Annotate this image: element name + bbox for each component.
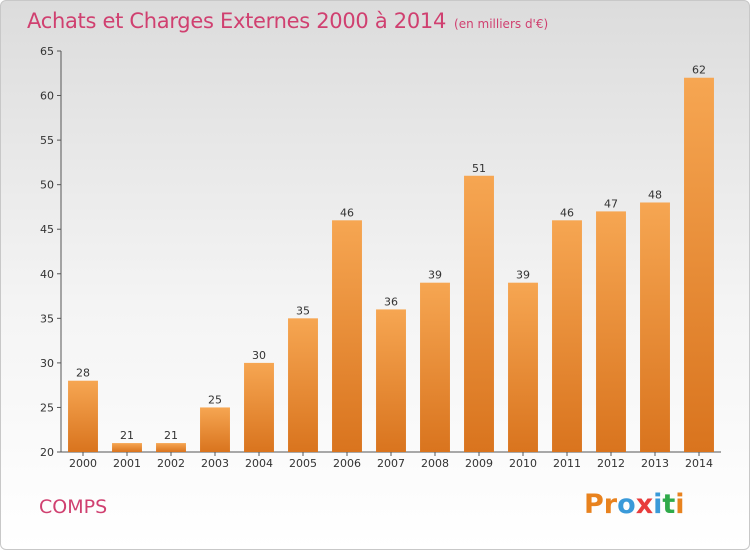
- bar-value-label: 28: [76, 367, 90, 380]
- y-tick-label: 50: [40, 179, 54, 192]
- bar-value-label: 46: [340, 206, 354, 219]
- logo-letter: i: [675, 489, 685, 520]
- bar[interactable]: [200, 407, 230, 452]
- chart-unit: (en milliers d'€): [454, 17, 549, 31]
- chart-title: Achats et Charges Externes 2000 à 2014 (e…: [27, 9, 548, 33]
- chart-title-text: Achats et Charges Externes 2000 à 2014: [27, 9, 447, 33]
- bar-value-label: 62: [692, 64, 706, 77]
- bar-value-label: 35: [296, 304, 310, 317]
- logo-letter: o: [617, 489, 636, 520]
- bar-value-label: 21: [120, 429, 134, 442]
- x-tick-label: 2003: [201, 457, 229, 470]
- bars-group: [68, 77, 714, 452]
- bar-value-label: 51: [472, 162, 486, 175]
- bar[interactable]: [68, 380, 98, 452]
- commune-name: COMPS: [39, 496, 108, 518]
- y-tick-label: 30: [40, 357, 54, 370]
- bar[interactable]: [464, 175, 494, 452]
- bar-value-label: 39: [428, 269, 442, 282]
- bar[interactable]: [684, 77, 714, 452]
- y-tick-label: 45: [40, 223, 54, 236]
- logo-letter: P: [584, 489, 604, 520]
- x-tick-label: 2000: [69, 457, 97, 470]
- bar-value-label: 39: [516, 269, 530, 282]
- bar[interactable]: [508, 282, 538, 452]
- x-axis: 2000 2001 2002 2003 2004 2005 2006 2007 2008 2009…: [61, 451, 721, 470]
- bar[interactable]: [552, 220, 582, 452]
- bar[interactable]: [420, 282, 450, 452]
- bar[interactable]: [332, 220, 362, 452]
- logo-letter: x: [635, 489, 654, 520]
- bar[interactable]: [288, 318, 318, 452]
- bar[interactable]: [640, 202, 670, 452]
- bar-value-label: 21: [164, 429, 178, 442]
- bar-value-label: 36: [384, 295, 398, 308]
- x-tick-label: 2006: [333, 457, 361, 470]
- x-tick-label: 2002: [157, 457, 185, 470]
- x-tick-label: 2011: [553, 457, 581, 470]
- y-tick-label: 40: [40, 268, 54, 281]
- bar[interactable]: [156, 443, 186, 452]
- x-tick-label: 2007: [377, 457, 405, 470]
- y-tick-label: 60: [40, 90, 54, 103]
- x-tick-label: 2004: [245, 457, 273, 470]
- data-labels-group: 28 21 21 25 30 35 46 36 39 51 39 46 47 48 62: [76, 64, 706, 442]
- bar[interactable]: [244, 362, 274, 452]
- bar-value-label: 48: [648, 188, 662, 201]
- x-tick-label: 2014: [685, 457, 713, 470]
- bar-value-label: 47: [604, 197, 618, 210]
- bar-value-label: 25: [208, 393, 222, 406]
- logo-letter: t: [662, 489, 676, 520]
- bar-value-label: 46: [560, 206, 574, 219]
- bar[interactable]: [376, 309, 406, 452]
- proxiti-logo[interactable]: Proxiti: [584, 489, 685, 520]
- x-tick-label: 2001: [113, 457, 141, 470]
- logo-letter: r: [603, 489, 618, 520]
- bar[interactable]: [112, 443, 142, 452]
- y-tick-label: 25: [40, 401, 54, 414]
- x-tick-label: 2009: [465, 457, 493, 470]
- bar-value-label: 30: [252, 349, 266, 362]
- x-tick-label: 2012: [597, 457, 625, 470]
- x-tick-label: 2010: [509, 457, 537, 470]
- y-tick-label: 55: [40, 134, 54, 147]
- logo-letter: i: [653, 489, 663, 520]
- y-axis: 20 25 30 35 40 45 50 55 60 65: [40, 45, 62, 459]
- y-tick-label: 65: [40, 45, 54, 58]
- y-tick-label: 35: [40, 312, 54, 325]
- x-tick-label: 2013: [641, 457, 669, 470]
- x-tick-label: 2005: [289, 457, 317, 470]
- bar[interactable]: [596, 211, 626, 452]
- x-tick-label: 2008: [421, 457, 449, 470]
- y-tick-label: 20: [40, 446, 54, 459]
